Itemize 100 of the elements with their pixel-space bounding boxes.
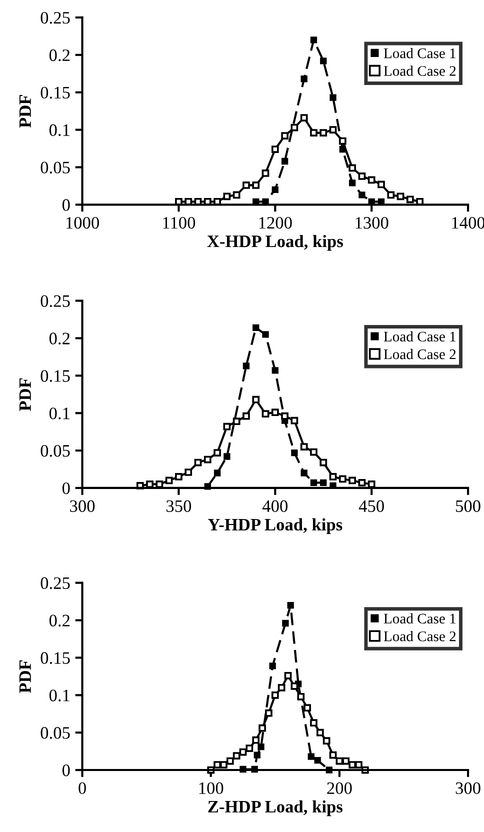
point: [329, 751, 337, 759]
y-tick-label: 0.15: [40, 652, 70, 664]
point: [214, 449, 221, 456]
point: [220, 761, 228, 768]
point: [355, 761, 362, 768]
point: [338, 137, 346, 145]
y-tick-label: 0.1: [49, 408, 70, 420]
point: [406, 196, 414, 204]
point: [258, 743, 264, 750]
point: [252, 182, 260, 189]
point: [281, 132, 288, 140]
point: [194, 458, 202, 466]
legend-label: Load Case 1: [384, 331, 456, 342]
x-axis-title: Z-HDP Load, kips: [208, 800, 343, 816]
point: [265, 709, 272, 717]
x-tick-label: 450: [358, 500, 384, 512]
point: [320, 479, 327, 486]
x-tick-label: 0: [78, 782, 86, 794]
point: [262, 170, 270, 177]
point: [239, 748, 247, 756]
point: [146, 480, 154, 488]
y-tick-label: 0.1: [49, 124, 70, 136]
point: [310, 479, 318, 486]
point: [378, 180, 385, 188]
point: [224, 453, 230, 460]
point: [281, 412, 288, 420]
point: [297, 692, 305, 700]
x-tick-label: 1000: [66, 216, 99, 229]
point: [300, 114, 308, 122]
point: [320, 58, 327, 64]
y-tick-label: 0.1: [49, 690, 70, 702]
point: [387, 191, 395, 199]
point: [223, 422, 231, 430]
y-tick-label: 0.05: [40, 162, 70, 174]
x-tick-label: 400: [262, 500, 288, 512]
point: [338, 475, 346, 483]
point: [252, 324, 260, 332]
point: [184, 468, 192, 476]
y-tick-label: 0.15: [40, 86, 70, 99]
point: [156, 480, 164, 488]
point: [262, 331, 269, 338]
point: [348, 761, 356, 768]
legend-label: Load Case 2: [384, 66, 456, 76]
legend-label: Load Case 2: [384, 348, 456, 360]
point: [284, 672, 292, 680]
point: [290, 682, 298, 690]
point: [358, 479, 366, 486]
point: [232, 752, 240, 760]
point: [232, 191, 240, 199]
x-tick-label: 350: [166, 500, 192, 512]
x-tick-label: 100: [199, 782, 224, 794]
point: [300, 76, 308, 82]
legend-label: Load Case 1: [384, 48, 456, 58]
y-tick-label: 0.2: [49, 614, 70, 627]
point: [348, 476, 356, 484]
point: [304, 704, 311, 712]
point: [348, 180, 356, 186]
point: [271, 146, 279, 153]
point: [320, 458, 328, 466]
x-tick-label: 1100: [163, 216, 196, 229]
point: [348, 164, 356, 172]
point: [329, 126, 337, 134]
point: [358, 172, 366, 180]
point: [232, 418, 240, 426]
point: [290, 124, 298, 132]
x-tick-label: 500: [456, 500, 480, 512]
y-axis-title: PDF: [19, 378, 31, 411]
point: [281, 158, 288, 165]
point: [310, 36, 318, 44]
point: [175, 473, 182, 480]
point: [165, 476, 173, 484]
y-axis-title: PDF: [19, 660, 31, 693]
y-tick-label: 0.05: [40, 727, 70, 739]
x-tick-label: 1200: [259, 216, 292, 229]
point: [320, 129, 328, 136]
point: [310, 448, 318, 456]
x-tick-label: 300: [456, 782, 480, 794]
point: [282, 620, 289, 627]
point: [368, 176, 376, 184]
legend-label: Load Case 2: [384, 630, 456, 642]
point: [269, 662, 276, 670]
point: [214, 470, 221, 476]
point: [287, 602, 294, 609]
point: [358, 192, 366, 198]
x-axis-title: X-HDP Load, kips: [207, 235, 343, 251]
point: [314, 756, 321, 764]
x-tick-label: 300: [70, 500, 95, 512]
point: [300, 443, 308, 450]
point: [258, 724, 266, 732]
legend-label: Load Case 1: [384, 613, 456, 624]
point: [396, 192, 404, 200]
point: [223, 192, 231, 200]
y-tick-label: 0.05: [40, 445, 70, 457]
point: [204, 456, 212, 464]
point: [242, 182, 250, 189]
y-axis-title: PDF: [19, 95, 31, 128]
x-tick-label: 1300: [356, 216, 388, 229]
point: [330, 94, 336, 101]
point: [278, 684, 286, 692]
point: [310, 719, 318, 727]
